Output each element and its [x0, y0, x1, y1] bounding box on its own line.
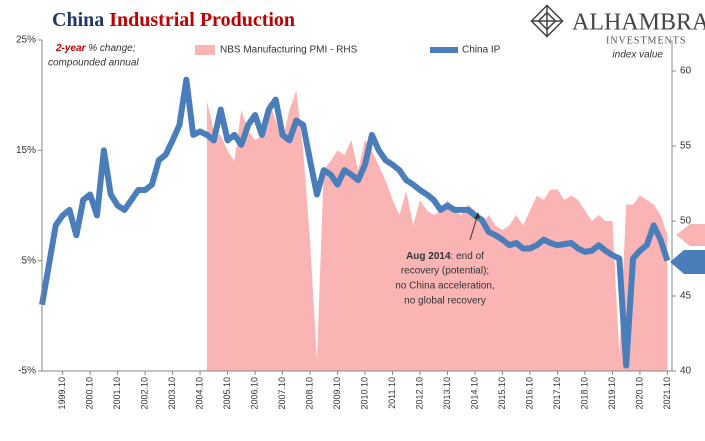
logo-icon [530, 4, 564, 38]
legend-label: China IP [462, 45, 501, 56]
x-tick-label: 2018.10 [579, 377, 589, 410]
left-axis-note-line: compounded annual [48, 58, 139, 69]
title-lead: China [52, 9, 104, 31]
note-emphasis: 2-year [55, 43, 87, 54]
legend-label: NBS Manufacturing PMI - RHS [220, 45, 358, 56]
annotation-line: no China acceleration, [395, 281, 495, 292]
annotation-arrowhead [474, 212, 480, 219]
pmi-area [206, 90, 668, 372]
ip-line [39, 76, 671, 369]
latest-pmi-marker [676, 224, 705, 246]
x-tick-label: 1999.10 [57, 377, 67, 410]
right-axis-note: index value [612, 50, 663, 61]
x-tick-label: 2016.10 [524, 377, 534, 410]
x-tick-label: 2002.10 [139, 377, 149, 410]
x-tick-label: 2013.10 [442, 377, 452, 410]
x-tick-label: 2005.10 [222, 377, 232, 410]
y-tick-label: 25% [16, 35, 36, 46]
y2-tick-label: 45 [680, 291, 692, 302]
annotation: Aug 2014: end of [406, 251, 484, 262]
x-tick-label: 2021.10 [662, 377, 672, 410]
x-tick-label: 2011.10 [387, 377, 397, 409]
y-tick-label: 15% [16, 145, 36, 156]
left-axis-note: 2-year % change; [55, 43, 136, 54]
x-tick-label: 2009.10 [332, 377, 342, 410]
y-tick-label: -5% [18, 366, 36, 377]
x-tick-label: 2008.10 [304, 377, 314, 410]
x-tick-label: 2012.10 [414, 377, 424, 410]
x-tick-label: 2000.10 [84, 377, 94, 410]
note-line: % change; [85, 43, 135, 54]
y2-tick-label: 50 [680, 216, 692, 227]
y2-tick-label: 40 [680, 366, 692, 377]
annotation-line: recovery (potential); [401, 266, 489, 277]
x-tick-label: 2019.10 [607, 377, 617, 410]
x-tick-label: 2015.10 [497, 377, 507, 410]
x-tick-label: 2014.10 [469, 377, 479, 410]
annotation-emphasis: Aug 2014 [406, 251, 451, 262]
plot-area: -5% 5% 15% 25% 40 45 50 55 60 1999.10 2000.10 2001.… [16, 35, 692, 410]
x-tick-label: 2003.10 [167, 377, 177, 410]
y2-tick-label: 60 [680, 66, 692, 77]
logo-name: ALHAMBRA [572, 10, 705, 36]
chart-title: China Industrial Production [52, 9, 295, 31]
x-tick-label: 2001.10 [112, 377, 122, 410]
latest-ip-marker [670, 250, 705, 274]
y-tick-label: 5% [22, 255, 37, 266]
annotation-line: : end of [451, 251, 485, 262]
title-main: Industrial Production [109, 9, 295, 31]
x-tick-label: 2017.10 [552, 377, 562, 410]
x-tick-label: 2007.10 [277, 377, 287, 410]
logo-tagline: INVESTMENTS [606, 35, 686, 46]
annotation-line: no global recovery [404, 296, 486, 307]
y2-tick-label: 55 [680, 141, 692, 152]
x-tick-label: 2006.10 [249, 377, 259, 410]
x-tick-label: 2004.10 [194, 377, 204, 410]
legend-swatch [195, 45, 215, 55]
x-tick-label: 2020.10 [634, 377, 644, 410]
x-tick-label: 2010.10 [359, 377, 369, 410]
